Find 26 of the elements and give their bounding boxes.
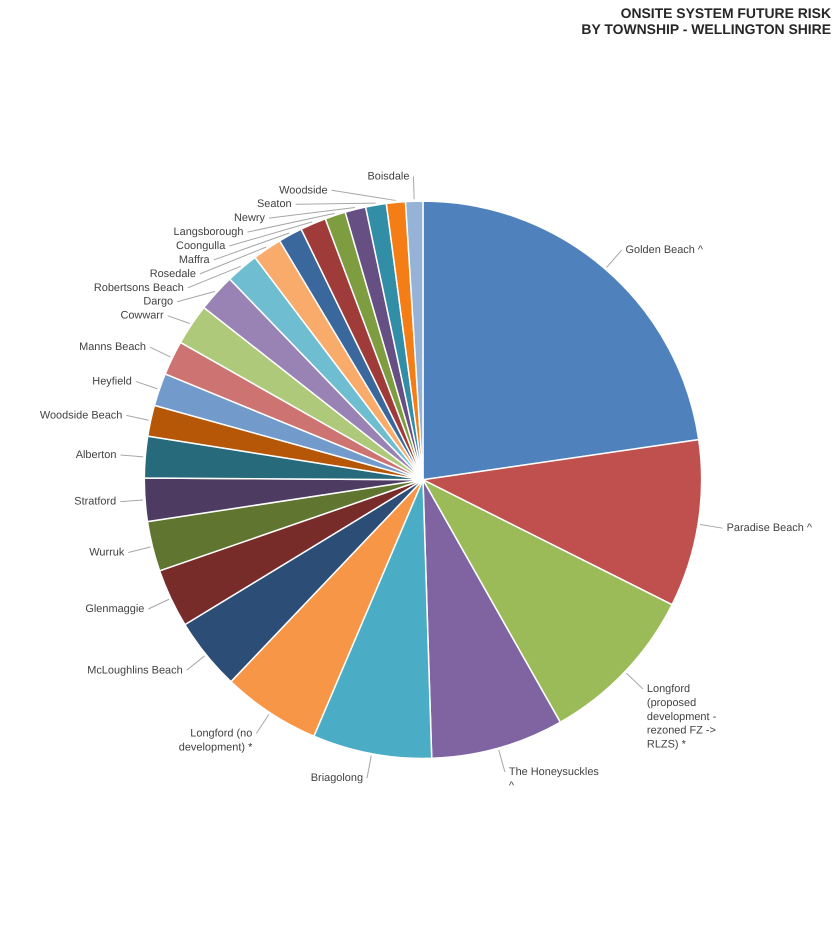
slice-label: Briagolong (310, 772, 364, 784)
slice-label: Cowwarr (120, 310, 164, 322)
slice-label: Woodside (279, 184, 328, 196)
slice-label: Manns Beach (79, 341, 146, 354)
slice-label: Newry (234, 212, 266, 224)
slice-label: Glenmaggie (85, 602, 144, 615)
slice-label: Longford (no development) * (178, 727, 254, 754)
chart-title: ONSITE SYSTEM FUTURE RISK BY TOWNSHIP - WELLINGTON SHIRE (581, 4, 832, 37)
slice-label: Boisdale (367, 170, 410, 182)
slice-label: Heyfield (92, 375, 132, 388)
slice-label: Maffra (178, 254, 211, 266)
slice-label: Coongulla (176, 240, 226, 252)
slice-label: Alberton (76, 448, 116, 461)
slice-label: Paradise Beach ^ (726, 522, 813, 534)
slice-label: McLoughlins Beach (87, 664, 183, 676)
slice-label: Robertsons Beach (94, 282, 184, 294)
slice-label: Seaton (256, 198, 292, 210)
slice-label: Rosedale (150, 268, 196, 280)
slice-label: Stratford (74, 496, 116, 508)
slice-label: The Honeysuckles ^ (508, 766, 600, 792)
slice-label: Dargo (143, 296, 174, 308)
slice-label: Longford (proposed development - rezoned FZ -> RLZS) * (646, 682, 717, 751)
slice-label: Wurruk (89, 546, 125, 558)
slice-label: Woodside Beach (40, 409, 122, 422)
slice-label: Langsborough (174, 226, 244, 238)
slice-label: Golden Beach ^ (626, 244, 704, 256)
